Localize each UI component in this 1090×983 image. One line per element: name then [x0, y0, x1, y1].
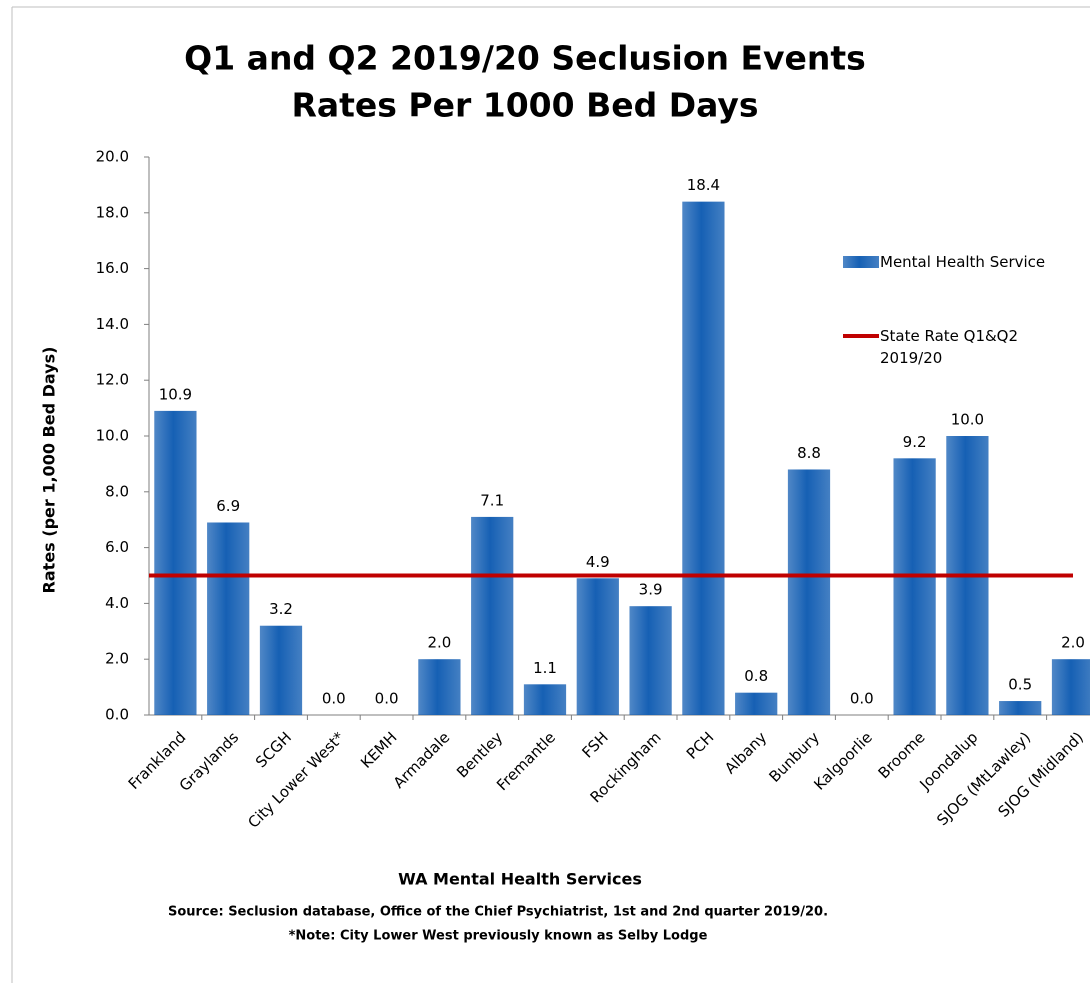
y-tick-label: 14.0 [96, 315, 129, 333]
data-label: 0.5 [1008, 676, 1032, 694]
x-tick-label: PCH [683, 728, 718, 763]
bar [735, 692, 778, 715]
chart-subtitle: Rates Per 1000 Bed Days [291, 86, 758, 125]
x-axis-title: WA Mental Health Services [398, 870, 642, 889]
footnote: *Note: City Lower West previously known … [289, 929, 708, 944]
data-label: 0.0 [850, 690, 874, 708]
y-tick-label: 12.0 [96, 371, 129, 389]
legend-swatch [843, 256, 879, 268]
data-label: 3.2 [269, 600, 293, 618]
bar [576, 578, 619, 715]
x-tick-label: KEMH [357, 728, 401, 772]
y-tick-label: 20.0 [96, 148, 129, 166]
data-label: 0.0 [322, 690, 346, 708]
bar [787, 469, 831, 715]
bar [629, 606, 672, 715]
bar [259, 625, 303, 715]
data-label: 3.9 [639, 581, 663, 599]
data-label: 1.1 [533, 659, 557, 677]
data-label: 9.2 [903, 433, 927, 451]
bar [418, 659, 461, 715]
x-tick-label: SJOG (MtLawley) [933, 728, 1034, 829]
data-label: 4.9 [586, 553, 610, 571]
y-axis-title: Rates (per 1,000 Bed Days) [40, 347, 59, 594]
x-tick-label: Armadale [390, 728, 454, 792]
bar [523, 684, 567, 715]
y-tick-label: 0.0 [105, 706, 129, 724]
x-tick-label: Bentley [453, 728, 506, 781]
data-label: 10.0 [951, 411, 984, 429]
source-note: Source: Seclusion database, Office of th… [168, 905, 828, 920]
x-tick-label: City Lower West* [244, 728, 348, 832]
data-label: 0.8 [744, 667, 768, 685]
x-tick-label: SCGH [252, 728, 295, 771]
bar [682, 201, 725, 715]
data-label: 7.1 [480, 491, 504, 509]
y-tick-label: 6.0 [105, 538, 129, 556]
bar [154, 410, 197, 715]
y-tick-label: 2.0 [105, 650, 129, 668]
y-tick-label: 4.0 [105, 594, 129, 612]
data-label: 18.4 [687, 176, 720, 194]
data-label: 8.8 [797, 444, 821, 462]
data-label: 2.0 [427, 634, 451, 652]
bar [207, 522, 250, 715]
bar [1051, 659, 1090, 715]
x-tick-label: Broome [875, 728, 929, 782]
y-tick-label: 8.0 [105, 482, 129, 500]
bar [893, 458, 936, 715]
y-tick-label: 18.0 [96, 203, 129, 221]
legend-label: Mental Health Service [880, 253, 1046, 271]
bar [999, 701, 1042, 715]
y-tick-label: 16.0 [96, 259, 129, 277]
data-label: 0.0 [375, 690, 399, 708]
chart-title: Q1 and Q2 2019/20 Seclusion Events [184, 39, 866, 78]
data-label: 10.9 [159, 385, 192, 403]
data-label: 6.9 [216, 497, 240, 515]
x-tick-label: Albany [721, 728, 770, 777]
y-tick-label: 10.0 [96, 427, 129, 445]
legend-label: State Rate Q1&Q2 2019/20 [880, 327, 1019, 367]
x-tick-label: Kalgoorlie [810, 728, 875, 793]
data-label: 2.0 [1061, 634, 1085, 652]
bar [471, 516, 514, 715]
x-tick-label: FSH [578, 728, 611, 761]
